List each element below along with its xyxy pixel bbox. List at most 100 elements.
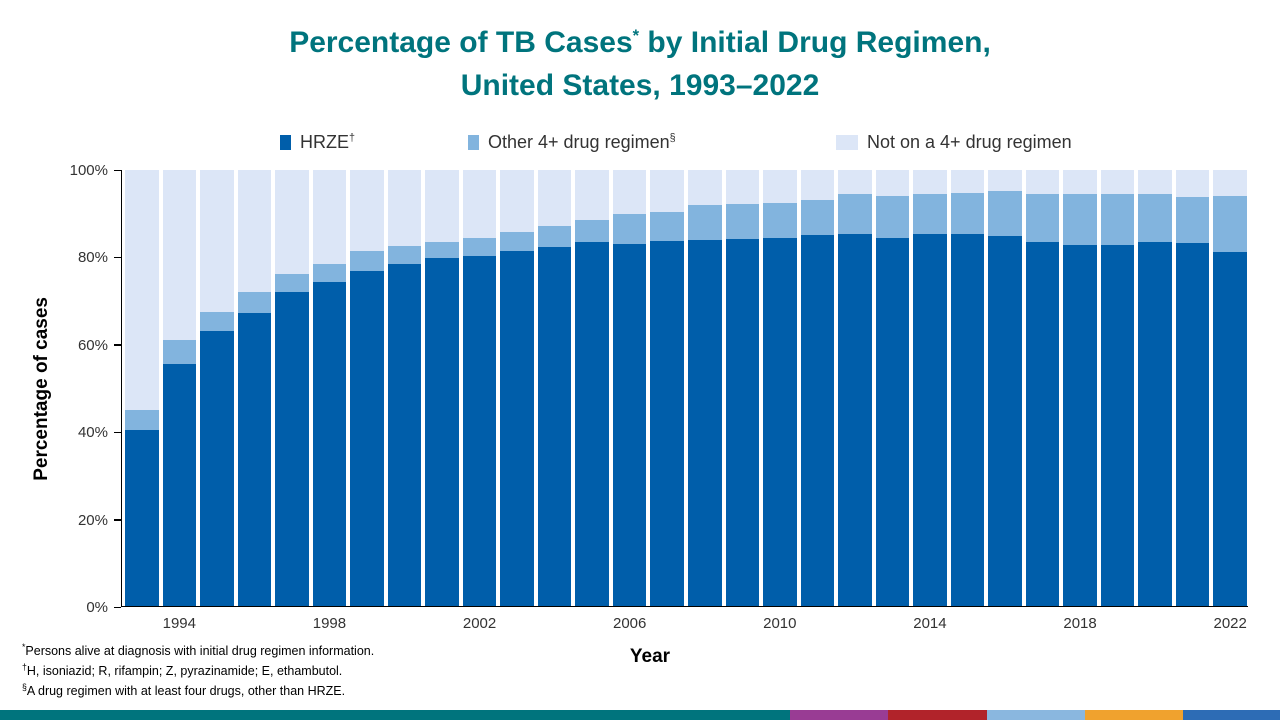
y-axis-title: Percentage of cases: [26, 170, 58, 607]
footnote-line: †H, isoniazid; R, rifampin; Z, pyrazinam…: [22, 661, 343, 679]
y-tick-mark: [114, 169, 121, 171]
legend-item-1: HRZE†: [280, 132, 355, 153]
legend: HRZE† Other 4+ drug regimen§ Not on a 4+ d…: [0, 132, 1280, 158]
bar-segment: [1213, 170, 1247, 196]
bar-segment: [537, 170, 572, 227]
ribbon-segment-4: [986, 710, 1086, 720]
legend-swatch: [280, 135, 291, 150]
bar-segment: [763, 170, 797, 203]
bar-1994: 1994: [162, 170, 197, 632]
bar-2017: [1025, 170, 1060, 606]
bar-segment: [612, 214, 647, 244]
footnote-line: §A drug regimen with at least four drugs…: [22, 681, 346, 698]
legend-swatch: [468, 135, 479, 150]
footnote-symbol: †: [22, 661, 27, 672]
bar-2022: 2022: [1213, 170, 1247, 632]
ribbon-segment-2: [789, 710, 889, 720]
bar-segment: [763, 202, 797, 239]
bar-segment: [1213, 195, 1247, 253]
bar-segment: [500, 231, 534, 252]
x-tick-label: 2006: [612, 615, 647, 632]
x-tick-label: 1994: [162, 615, 196, 632]
bar-segment: [575, 170, 609, 220]
bar-segment: [1100, 244, 1135, 606]
bar-1998: 1998: [312, 170, 347, 632]
bar-segment: [1213, 252, 1247, 606]
legend-item-3: Not on a 4+ drug regimen: [836, 132, 1072, 153]
y-tick-mark: [114, 519, 121, 521]
bar-segment: [988, 191, 1022, 236]
bar-2010: 2010: [763, 170, 797, 632]
legend-label: HRZE†: [300, 132, 356, 152]
bar-segment: [950, 233, 985, 606]
bar-segment: [425, 170, 459, 242]
bar-2020: [1138, 170, 1172, 606]
bar-segment: [462, 238, 497, 256]
bar-segment: [237, 313, 272, 606]
bar-segment: [1138, 193, 1172, 243]
bar-2006: 2006: [612, 170, 647, 632]
y-tick-label: 60%: [77, 336, 108, 354]
y-tick-mark: [114, 431, 121, 434]
bar-2009: [725, 170, 760, 606]
y-tick-label: 40%: [77, 424, 108, 442]
bar-segment: [162, 340, 197, 365]
bar-segment: [312, 263, 347, 282]
bar-segment: [237, 170, 272, 293]
bar-segment: [1100, 193, 1135, 245]
y-tick-label: 0%: [86, 599, 108, 616]
footnote-line: *Persons alive at diagnosis with initial…: [22, 642, 375, 659]
bar-segment: [575, 219, 609, 243]
bar-segment: [125, 170, 159, 410]
legend-item-2: Other 4+ drug regimen§: [468, 132, 676, 153]
bar-segment: [950, 170, 985, 194]
bar-segment: [687, 170, 722, 206]
bar-segment: [1025, 193, 1060, 243]
bar-1996: [237, 170, 272, 606]
x-tick-label: 2010: [763, 615, 797, 632]
bar-segment: [162, 364, 197, 606]
bar-segment: [387, 170, 422, 246]
bar-segment: [913, 170, 947, 194]
bar-segment: [1063, 193, 1097, 245]
bar-2008: [687, 170, 722, 606]
bar-segment: [350, 170, 384, 252]
bar-segment: [1175, 242, 1210, 606]
x-axis-title: Year: [629, 646, 671, 667]
bar-segment: [162, 170, 197, 341]
bar-segment: [125, 409, 159, 431]
footnote-symbol: §: [22, 681, 27, 692]
bar-segment: [1025, 170, 1060, 194]
bar-2012: [838, 170, 872, 606]
bar-segment: [800, 170, 835, 200]
chart-title: Percentage of TB Cases* by Initial Drug …: [0, 22, 1280, 107]
bar-2007: [650, 170, 684, 606]
ribbon-segment-3: [888, 710, 987, 720]
bar-segment: [988, 170, 1022, 192]
bar-segment: [387, 245, 422, 265]
x-tick-label: 1998: [312, 615, 347, 632]
bar-segment: [725, 204, 760, 239]
bar-segment: [650, 241, 684, 606]
x-tick-label: 2022: [1213, 615, 1247, 632]
bar-segment: [800, 235, 835, 606]
y-tick-mark: [114, 606, 121, 608]
footnote-symbol: *: [22, 642, 26, 652]
bar-2019: [1100, 170, 1135, 606]
bar-2002: 2002: [462, 170, 497, 632]
y-tick-mark: [114, 344, 121, 346]
bar-segment: [838, 170, 872, 194]
bar-segment: [1063, 170, 1097, 194]
bar-segment: [763, 238, 797, 606]
bar-segment: [1063, 244, 1097, 606]
bars: 1994 1998 2002 2006 2010 2014 2018 2022: [122, 170, 1248, 632]
bar-segment: [200, 311, 234, 332]
y-tick-label: 20%: [77, 511, 108, 529]
x-tick-label: 2018: [1063, 615, 1097, 632]
bar-segment: [312, 281, 347, 606]
bar-segment: [650, 212, 684, 242]
plot-area: 1994 1998 2002 2006 2010 2014 2018 2022: [121, 170, 1248, 632]
bar-1995: [200, 170, 234, 606]
bar-segment: [875, 170, 910, 196]
